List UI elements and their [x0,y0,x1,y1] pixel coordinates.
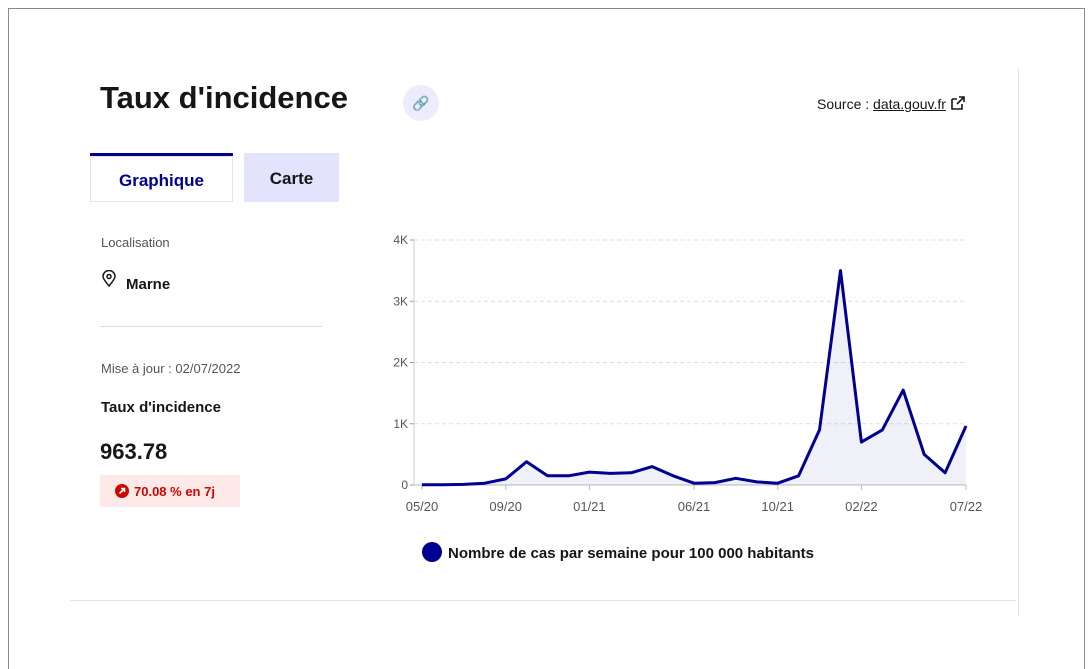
title: Taux d'incidence [100,80,348,115]
line [422,269,968,487]
x-tick-label: 05/20 [406,499,439,514]
x-tick-label: 07/22 [950,499,983,514]
y-tick-label: 0 [401,478,408,492]
frame [8,8,1085,669]
svg-text:🔗: 🔗 [412,94,430,112]
location-label: Localisation [101,235,170,250]
x-tick-label: 01/21 [573,499,606,514]
link-button[interactable]: 🔗 [402,84,440,122]
up-icon [115,484,129,498]
x-tick-label: 09/20 [489,499,522,514]
tab-active[interactable]: Graphique [90,153,233,202]
pin-icon [102,270,116,288]
indicator: Taux d'incidence [101,399,221,416]
separator [100,326,322,327]
x-tick-label: 02/22 [845,499,878,514]
chart: 0 1K 2K 3K 4K 05/20 09/20 01/21 06/21 10/21 02/22 0… [393,233,983,562]
update: Mise à jour : 02/07/2022 [101,361,241,376]
y-tick-label: 2K [393,356,408,370]
divider [70,600,1016,601]
change-badge: 70.08 % en 7j [100,475,240,507]
divider [1018,68,1019,616]
source-link[interactable]: data.gouv.fr [873,96,946,112]
legend-label: Nombre de cas par semaine pour 100 000 h… [448,545,814,562]
y-tick-label: 4K [393,233,408,247]
external-icon [951,96,965,110]
area [422,270,966,485]
legend-marker [422,542,442,562]
value: 963.78 [100,439,168,464]
source: Source : data.gouv.fr [817,96,966,112]
source-label: Source : [817,96,870,112]
change: 70.08 % en 7j [134,484,215,499]
y-tick-label: 1K [393,417,408,431]
tab[interactable]: Carte [244,153,339,202]
x-tick-label: 06/21 [678,499,711,514]
x-tick-label: 10/21 [761,499,794,514]
y-tick-label: 3K [393,294,408,308]
location: Marne [126,276,171,293]
